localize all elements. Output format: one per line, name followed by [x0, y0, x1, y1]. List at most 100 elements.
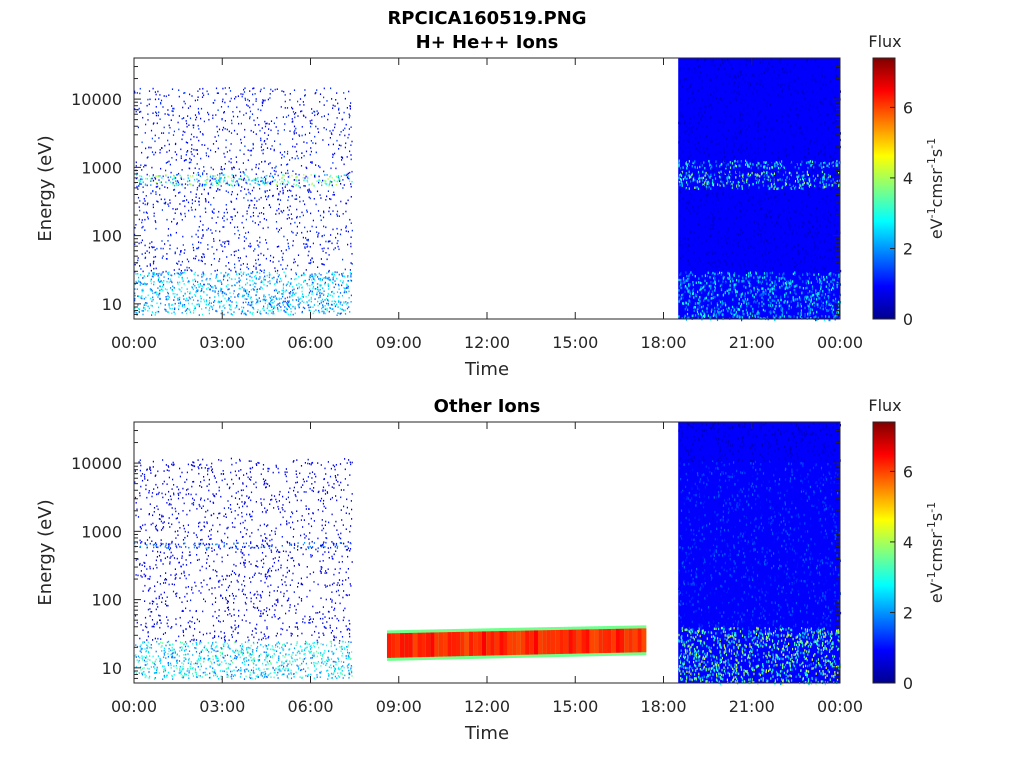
flux-cell: [255, 278, 257, 280]
flux-cell: [794, 63, 796, 67]
flux-cell: [706, 186, 708, 189]
flux-cell: [189, 167, 191, 170]
flux-cell: [203, 166, 205, 168]
flux-cell: [779, 297, 782, 300]
flux-cell: [262, 177, 264, 179]
flux-cell: [184, 215, 186, 218]
flux-cell: [814, 246, 816, 250]
flux-cell: [764, 253, 767, 256]
flux-cell: [695, 166, 697, 169]
flux-cell: [771, 221, 773, 224]
flux-cell: [272, 298, 274, 301]
flux-cell: [822, 305, 824, 308]
flux-cell: [827, 113, 829, 117]
flux-cell: [331, 281, 334, 284]
flux-cell: [733, 287, 735, 291]
flux-cell: [693, 306, 696, 309]
flux-cell: [347, 275, 349, 277]
flux-cell: [249, 242, 251, 245]
flux-cell: [741, 280, 743, 283]
flux-cell: [783, 110, 785, 114]
flux-cell: [288, 292, 290, 294]
flux-cell: [157, 277, 160, 279]
flux-cell: [705, 171, 707, 175]
flux-cell: [239, 171, 242, 173]
flux-cell: [198, 179, 200, 182]
flux-cell: [757, 182, 759, 185]
flux-cell: [791, 104, 793, 107]
flux-cell: [720, 305, 722, 308]
flux-cell: [153, 256, 155, 258]
flux-cell: [710, 287, 712, 290]
flux-cell: [307, 177, 309, 180]
flux-cell: [765, 278, 767, 282]
flux-cell: [243, 91, 246, 93]
flux-cell: [186, 312, 188, 315]
flux-cell: [294, 146, 296, 148]
flux-cell: [686, 287, 688, 290]
flux-cell: [684, 121, 686, 125]
flux-cell: [134, 90, 136, 93]
flux-cell: [282, 302, 284, 304]
flux-cell: [263, 207, 265, 209]
flux-cell: [152, 246, 154, 249]
flux-cell: [746, 128, 748, 131]
flux-cell: [329, 175, 331, 178]
flux-cell: [285, 284, 287, 287]
flux-cell: [826, 280, 828, 284]
flux-cell: [184, 212, 186, 215]
flux-cell: [227, 240, 230, 243]
flux-cell: [814, 266, 816, 269]
flux-cell: [726, 289, 728, 293]
flux-cell: [782, 186, 784, 190]
flux-cell: [210, 273, 212, 275]
flux-cell: [815, 127, 818, 130]
flux-cell: [349, 105, 351, 108]
flux-cell: [271, 305, 273, 308]
flux-cell: [144, 164, 146, 167]
flux-cell: [718, 230, 720, 234]
flux-cell: [157, 114, 159, 117]
flux-cell: [340, 175, 342, 177]
flux-cell: [175, 159, 177, 161]
flux-cell: [271, 167, 273, 169]
flux-cell: [714, 277, 716, 280]
flux-cell: [236, 133, 238, 135]
flux-cell: [817, 292, 819, 295]
flux-cell: [262, 182, 264, 185]
flux-cell: [318, 179, 320, 181]
flux-cell: [832, 131, 834, 135]
flux-cell: [233, 284, 236, 286]
flux-cell: [801, 207, 803, 211]
flux-cell: [815, 318, 817, 322]
flux-cell: [180, 148, 182, 151]
flux-cell: [713, 275, 715, 278]
flux-cell: [153, 281, 155, 283]
flux-cell: [309, 246, 311, 248]
flux-cell: [162, 255, 164, 257]
flux-cell: [264, 160, 266, 163]
flux-cell: [815, 215, 817, 218]
flux-cell: [255, 100, 257, 102]
flux-cell: [308, 292, 310, 295]
flux-cell: [314, 279, 316, 281]
flux-cell: [823, 213, 825, 216]
flux-cell: [783, 301, 785, 304]
flux-cell: [719, 182, 722, 185]
flux-cell: [777, 83, 779, 86]
flux-cell: [830, 188, 832, 191]
flux-cell: [756, 290, 759, 294]
flux-cell: [342, 275, 344, 278]
flux-cell: [720, 167, 722, 171]
flux-cell: [292, 291, 294, 294]
flux-cell: [323, 225, 325, 228]
flux-cell: [170, 274, 172, 276]
flux-cell: [688, 274, 690, 277]
flux-cell: [265, 182, 267, 184]
flux-cell: [723, 184, 725, 187]
flux-cell: [239, 284, 241, 287]
flux-cell: [332, 107, 334, 109]
flux-cell: [203, 253, 205, 256]
flux-cell: [184, 271, 186, 274]
flux-cell: [184, 195, 186, 197]
